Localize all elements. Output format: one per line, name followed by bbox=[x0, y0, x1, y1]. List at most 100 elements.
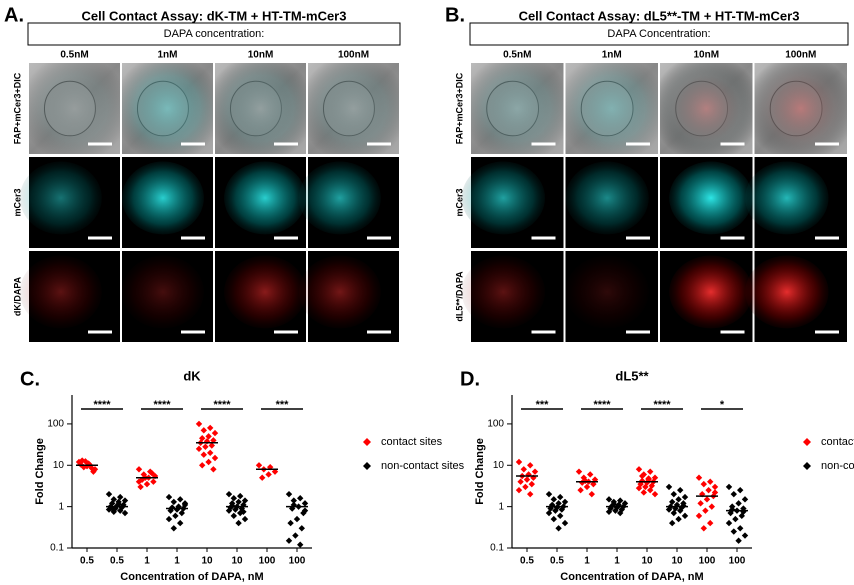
data-point bbox=[738, 512, 745, 520]
x-axis-label: Concentration of DAPA, nM bbox=[560, 571, 703, 583]
x-tick-label: 0.5 bbox=[80, 556, 94, 567]
y-tick-label: 100 bbox=[487, 419, 504, 430]
data-point bbox=[675, 515, 682, 523]
x-tick-label: 100 bbox=[259, 556, 276, 567]
header-box bbox=[27, 22, 401, 46]
significance-label: **** bbox=[93, 399, 111, 411]
data-point bbox=[293, 515, 301, 523]
panel-letter: D. bbox=[460, 368, 480, 390]
legend-marker bbox=[363, 438, 371, 446]
y-tick-label: 1 bbox=[498, 501, 504, 512]
panel-letter: A. bbox=[4, 4, 24, 26]
signal bbox=[565, 161, 649, 235]
red-overlay bbox=[29, 63, 120, 154]
data-point bbox=[575, 468, 583, 475]
micrograph bbox=[660, 251, 753, 342]
data-point bbox=[677, 486, 684, 494]
x-tick-label: 0.5 bbox=[110, 556, 124, 567]
signal bbox=[745, 255, 829, 329]
data-point bbox=[265, 471, 272, 478]
panel-letter: B. bbox=[445, 4, 465, 26]
column-label: 1nM bbox=[602, 50, 622, 61]
row-label: mCer3 bbox=[454, 188, 464, 216]
x-tick-label: 1 bbox=[614, 556, 620, 567]
micrograph bbox=[471, 63, 564, 154]
data-point bbox=[711, 489, 719, 496]
micrograph bbox=[122, 251, 213, 342]
micrograph bbox=[565, 157, 658, 248]
micrograph bbox=[122, 63, 213, 154]
data-point bbox=[232, 506, 239, 513]
x-tick-label: 10 bbox=[231, 556, 243, 567]
data-point bbox=[612, 507, 619, 514]
y-tick-label: 10 bbox=[53, 460, 65, 471]
data-point bbox=[557, 512, 564, 520]
data-point bbox=[605, 496, 613, 503]
data-point bbox=[618, 506, 625, 513]
data-point bbox=[705, 486, 712, 494]
data-point bbox=[290, 497, 297, 504]
data-point bbox=[590, 480, 597, 488]
y-tick-label: 0.1 bbox=[490, 543, 504, 554]
data-point bbox=[230, 512, 237, 520]
data-point bbox=[202, 443, 209, 450]
data-point bbox=[199, 462, 206, 469]
y-tick-label: 0.1 bbox=[50, 543, 64, 554]
data-point bbox=[617, 509, 624, 517]
row-label: FAP+mCer3+DIC bbox=[454, 72, 464, 144]
data-point bbox=[117, 493, 124, 501]
data-point bbox=[670, 509, 677, 517]
micrograph bbox=[565, 251, 658, 342]
chart-title: dK bbox=[183, 368, 201, 383]
panel-title: Cell Contact Assay: dK-TM + HT-TM-mCer3 bbox=[82, 8, 347, 23]
micrograph bbox=[461, 251, 564, 342]
data-point bbox=[707, 519, 714, 527]
red-overlay bbox=[660, 63, 753, 154]
data-point bbox=[210, 437, 217, 444]
data-point bbox=[695, 512, 703, 520]
data-point bbox=[651, 490, 659, 498]
data-point bbox=[285, 537, 293, 544]
column-label: 100nM bbox=[338, 50, 369, 61]
data-point bbox=[555, 525, 562, 532]
data-point bbox=[195, 445, 203, 453]
data-point bbox=[225, 507, 233, 514]
data-point bbox=[528, 480, 535, 488]
data-point bbox=[677, 507, 684, 514]
panel-title: Cell Contact Assay: dL5**-TM + HT-TM-mCe… bbox=[519, 8, 800, 23]
data-point bbox=[730, 490, 737, 498]
legend-marker bbox=[803, 462, 811, 470]
legend-label: contact sites bbox=[821, 436, 854, 448]
signal bbox=[224, 255, 306, 329]
data-point bbox=[697, 500, 704, 507]
data-point bbox=[735, 500, 742, 507]
data-point bbox=[725, 483, 733, 491]
data-point bbox=[711, 483, 719, 491]
signal bbox=[122, 255, 204, 329]
data-point bbox=[669, 498, 676, 506]
data-point bbox=[737, 525, 744, 532]
data-point bbox=[669, 519, 676, 527]
data-point bbox=[678, 504, 685, 511]
micrograph bbox=[19, 157, 120, 248]
data-point bbox=[708, 503, 715, 510]
row-label: mCer3 bbox=[12, 188, 22, 216]
data-point bbox=[580, 474, 587, 481]
data-point bbox=[148, 469, 155, 477]
data-point bbox=[639, 472, 646, 480]
data-point bbox=[695, 474, 703, 481]
data-point bbox=[135, 466, 143, 473]
data-point bbox=[561, 519, 569, 527]
data-point bbox=[301, 500, 309, 507]
data-point bbox=[648, 482, 655, 489]
micrograph bbox=[215, 251, 306, 342]
micrograph bbox=[754, 63, 847, 154]
data-point bbox=[545, 490, 553, 498]
x-tick-label: 0.5 bbox=[550, 556, 564, 567]
red-overlay bbox=[122, 63, 213, 154]
data-point bbox=[735, 537, 742, 544]
data-point bbox=[117, 507, 124, 514]
legend-label: contact sites bbox=[381, 436, 443, 448]
data-point bbox=[200, 451, 207, 458]
